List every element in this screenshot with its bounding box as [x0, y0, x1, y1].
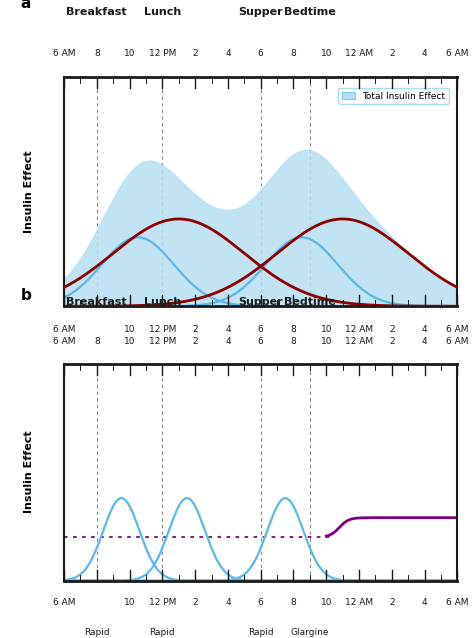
Text: Insulin Effect: Insulin Effect	[25, 431, 35, 514]
Text: Breakfast: Breakfast	[66, 7, 127, 17]
Text: NPH: NPH	[247, 375, 274, 385]
Text: Rapid
Acting: Rapid Acting	[82, 628, 111, 638]
Text: 10: 10	[124, 338, 135, 346]
Text: 2: 2	[389, 49, 395, 58]
Legend: Total Insulin Effect: Total Insulin Effect	[338, 88, 449, 104]
Text: 8: 8	[291, 325, 296, 334]
Text: Lunch: Lunch	[144, 297, 181, 308]
Text: Supper: Supper	[238, 7, 283, 17]
Text: 6 AM: 6 AM	[446, 598, 469, 607]
Text: 4: 4	[225, 338, 231, 346]
Text: Breakfast: Breakfast	[66, 297, 127, 308]
Text: a: a	[21, 0, 31, 11]
Text: 6 AM: 6 AM	[53, 338, 75, 346]
Text: 6 AM: 6 AM	[53, 598, 75, 607]
Text: 6: 6	[258, 325, 264, 334]
Text: 4: 4	[422, 49, 428, 58]
Text: 12 PM: 12 PM	[149, 338, 176, 346]
Text: 4: 4	[225, 49, 231, 58]
Text: 12 PM: 12 PM	[149, 598, 176, 607]
Text: 2: 2	[192, 49, 198, 58]
Text: 2: 2	[192, 338, 198, 346]
Text: 10: 10	[124, 49, 135, 58]
Text: Regular: Regular	[75, 412, 118, 422]
Text: 6 AM: 6 AM	[446, 49, 469, 58]
Text: 10: 10	[320, 49, 332, 58]
Text: 10: 10	[124, 598, 135, 607]
Text: Regular: Regular	[239, 412, 282, 422]
Text: Bedtime: Bedtime	[284, 297, 336, 308]
Text: Rapid
Acting: Rapid Acting	[246, 628, 275, 638]
Text: 6: 6	[258, 338, 264, 346]
Text: 12 PM: 12 PM	[149, 49, 176, 58]
Text: Rapid
Acting: Rapid Acting	[148, 628, 177, 638]
Text: NPH: NPH	[83, 375, 110, 385]
Text: 8: 8	[291, 338, 296, 346]
Text: Lunch: Lunch	[144, 7, 181, 17]
Text: 6 AM: 6 AM	[53, 49, 75, 58]
Text: 10: 10	[320, 598, 332, 607]
Text: 10: 10	[320, 338, 332, 346]
Text: 6 AM: 6 AM	[446, 325, 469, 334]
Text: 2: 2	[192, 598, 198, 607]
Text: 12 AM: 12 AM	[345, 598, 373, 607]
Text: 4: 4	[225, 598, 231, 607]
Text: 6 AM: 6 AM	[53, 325, 75, 334]
Text: Insulin Effect: Insulin Effect	[25, 150, 35, 233]
Text: 12 AM: 12 AM	[345, 338, 373, 346]
Text: 6: 6	[258, 598, 264, 607]
Text: 2: 2	[389, 325, 395, 334]
Text: 8: 8	[291, 49, 296, 58]
Text: 10: 10	[124, 325, 135, 334]
Text: Glargine: Glargine	[291, 628, 329, 637]
Text: 8: 8	[94, 338, 100, 346]
Text: 4: 4	[422, 598, 428, 607]
Text: 8: 8	[291, 598, 296, 607]
Text: Bedtime: Bedtime	[284, 7, 336, 17]
Text: 4: 4	[422, 338, 428, 346]
Text: 12 AM: 12 AM	[345, 325, 373, 334]
Text: 2: 2	[192, 325, 198, 334]
Text: Supper: Supper	[238, 297, 283, 308]
Text: 4: 4	[422, 325, 428, 334]
Text: 12 PM: 12 PM	[149, 325, 176, 334]
Text: 10: 10	[320, 325, 332, 334]
Text: 6: 6	[258, 49, 264, 58]
Text: 6 AM: 6 AM	[446, 338, 469, 346]
Text: 2: 2	[389, 598, 395, 607]
Text: 8: 8	[94, 49, 100, 58]
Text: 2: 2	[389, 338, 395, 346]
Text: 12 AM: 12 AM	[345, 49, 373, 58]
Text: 4: 4	[225, 325, 231, 334]
Text: b: b	[21, 288, 32, 303]
